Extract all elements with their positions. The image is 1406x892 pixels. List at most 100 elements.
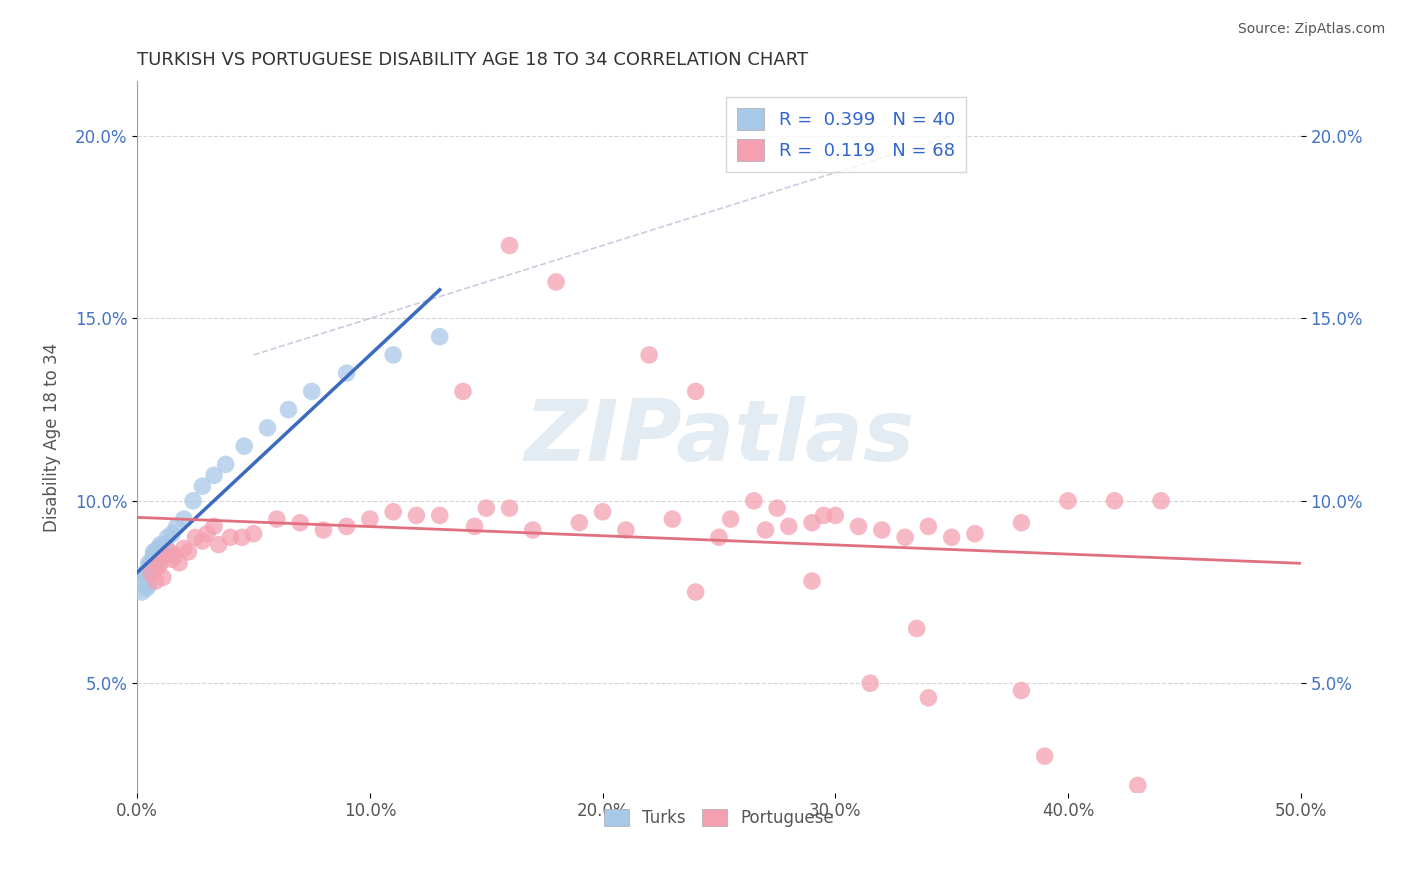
Point — [336, 366, 359, 380]
Point — [288, 516, 311, 530]
Point — [1010, 683, 1032, 698]
Point — [301, 384, 323, 399]
Point — [233, 439, 256, 453]
Point — [685, 585, 707, 599]
Point — [685, 384, 707, 399]
Legend: Turks, Portuguese: Turks, Portuguese — [598, 803, 841, 834]
Point — [544, 275, 567, 289]
Point — [191, 533, 214, 548]
Point — [146, 541, 169, 556]
Point — [382, 505, 405, 519]
Point — [152, 541, 174, 556]
Point — [1126, 778, 1149, 792]
Point — [813, 508, 835, 523]
Point — [905, 622, 928, 636]
Point — [142, 549, 165, 563]
Point — [184, 530, 207, 544]
Point — [382, 348, 405, 362]
Point — [141, 559, 163, 574]
Point — [859, 676, 882, 690]
Point — [451, 384, 474, 399]
Point — [801, 574, 824, 588]
Point — [159, 545, 181, 559]
Point — [141, 563, 163, 577]
Point — [1104, 493, 1126, 508]
Point — [778, 519, 800, 533]
Point — [720, 512, 742, 526]
Point — [707, 530, 730, 544]
Point — [181, 493, 204, 508]
Point — [134, 574, 156, 588]
Point — [202, 468, 225, 483]
Point — [191, 479, 214, 493]
Point — [160, 552, 183, 566]
Point — [219, 530, 242, 544]
Point — [498, 238, 520, 252]
Point — [941, 530, 963, 544]
Point — [145, 556, 167, 570]
Point — [163, 549, 186, 563]
Point — [405, 508, 427, 523]
Point — [266, 512, 288, 526]
Point — [870, 523, 893, 537]
Point — [1033, 749, 1056, 764]
Point — [754, 523, 776, 537]
Point — [917, 519, 939, 533]
Point — [963, 526, 986, 541]
Point — [138, 559, 160, 574]
Point — [312, 523, 335, 537]
Point — [742, 493, 765, 508]
Point — [173, 512, 195, 526]
Point — [894, 530, 917, 544]
Point — [1057, 493, 1080, 508]
Point — [149, 538, 172, 552]
Point — [138, 556, 160, 570]
Point — [917, 690, 939, 705]
Text: Source: ZipAtlas.com: Source: ZipAtlas.com — [1237, 22, 1385, 37]
Point — [638, 348, 661, 362]
Point — [568, 516, 591, 530]
Point — [141, 556, 163, 570]
Point — [214, 458, 236, 472]
Point — [146, 559, 169, 574]
Point — [359, 512, 381, 526]
Point — [498, 501, 520, 516]
Y-axis label: Disability Age 18 to 34: Disability Age 18 to 34 — [44, 343, 60, 532]
Point — [475, 501, 498, 516]
Point — [149, 549, 172, 563]
Point — [801, 516, 824, 530]
Point — [135, 582, 157, 596]
Point — [256, 421, 278, 435]
Point — [766, 501, 789, 516]
Point — [277, 402, 299, 417]
Point — [464, 519, 486, 533]
Point — [231, 530, 253, 544]
Point — [429, 508, 451, 523]
Point — [131, 585, 153, 599]
Point — [522, 523, 544, 537]
Text: ZIPatlas: ZIPatlas — [524, 395, 914, 478]
Point — [146, 545, 169, 559]
Point — [145, 545, 167, 559]
Point — [153, 538, 176, 552]
Text: TURKISH VS PORTUGUESE DISABILITY AGE 18 TO 34 CORRELATION CHART: TURKISH VS PORTUGUESE DISABILITY AGE 18 … — [138, 51, 808, 69]
Point — [592, 505, 614, 519]
Point — [195, 526, 218, 541]
Point — [242, 526, 264, 541]
Point — [152, 570, 174, 584]
Point — [141, 566, 163, 581]
Point — [848, 519, 870, 533]
Point — [142, 545, 165, 559]
Point — [134, 566, 156, 581]
Point — [1010, 516, 1032, 530]
Point — [156, 530, 179, 544]
Point — [167, 556, 190, 570]
Point — [166, 519, 188, 533]
Point — [142, 552, 165, 566]
Point — [153, 549, 176, 563]
Point — [145, 574, 167, 588]
Point — [142, 559, 165, 574]
Point — [149, 556, 172, 570]
Point — [138, 566, 160, 581]
Point — [145, 552, 167, 566]
